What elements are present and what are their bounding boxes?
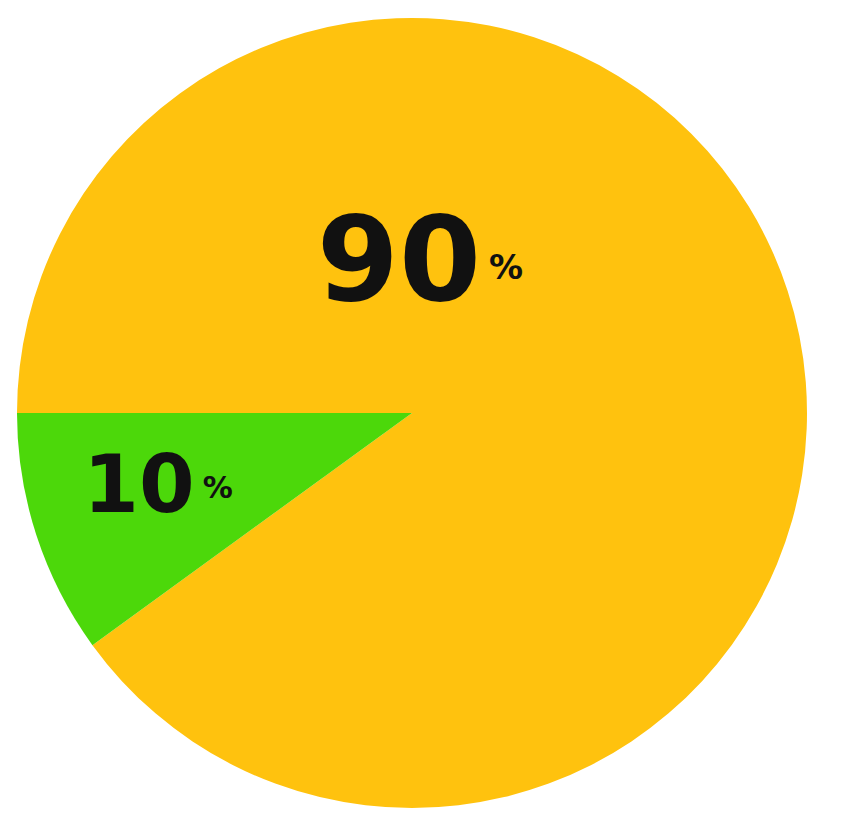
svg-text:90%: 90% xyxy=(317,190,523,328)
svg-text:10%: 10% xyxy=(83,438,232,531)
